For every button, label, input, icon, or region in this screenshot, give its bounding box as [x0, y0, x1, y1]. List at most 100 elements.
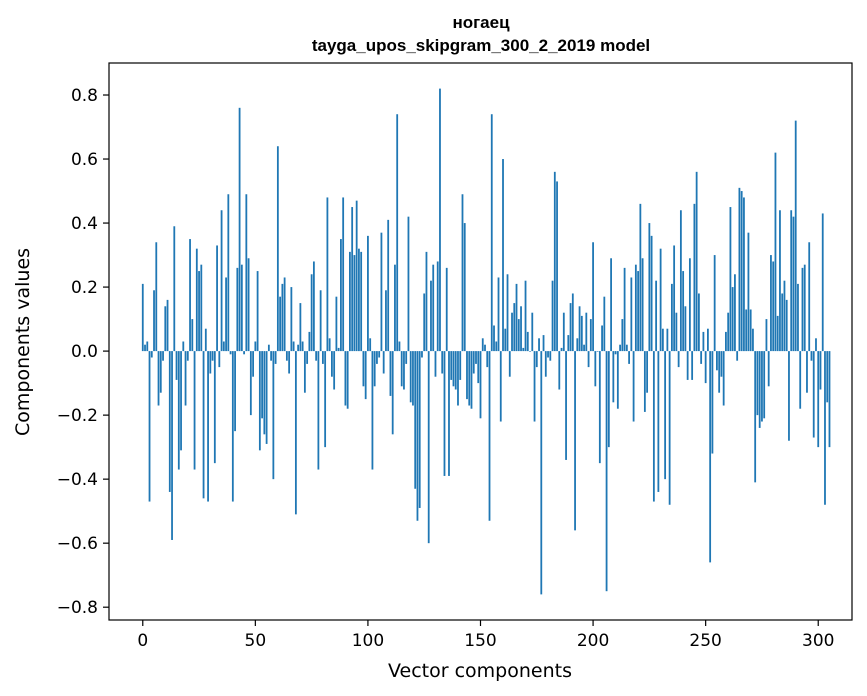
bar: [254, 341, 257, 352]
bar: [443, 351, 446, 476]
bar: [756, 351, 759, 416]
bar: [567, 335, 570, 352]
bar: [628, 351, 630, 364]
bar: [524, 280, 527, 352]
x-tick-label: 300: [802, 631, 834, 651]
bar: [256, 271, 259, 352]
bar: [488, 351, 491, 521]
bar: [270, 351, 273, 361]
bar: [441, 351, 444, 374]
bar: [175, 351, 178, 380]
bar: [828, 351, 831, 448]
bar: [283, 277, 286, 352]
bar: [621, 319, 624, 352]
bar: [371, 351, 374, 470]
bar: [360, 251, 363, 352]
bar: [461, 194, 464, 352]
bar: [418, 351, 421, 508]
bar: [639, 203, 642, 352]
bar: [517, 319, 520, 352]
bar: [587, 351, 590, 368]
bar: [294, 351, 297, 515]
bar: [747, 232, 750, 352]
bar: [657, 351, 660, 492]
bar: [263, 351, 266, 435]
bar: [614, 351, 617, 355]
bar: [249, 351, 252, 416]
bar: [506, 274, 509, 352]
bar: [421, 351, 423, 358]
y-tick-label: 0.2: [71, 278, 98, 298]
bar: [720, 351, 723, 377]
bar: [542, 335, 545, 352]
bar: [299, 303, 302, 352]
bar: [333, 351, 336, 390]
bar: [565, 351, 567, 460]
bar: [661, 328, 664, 352]
bar: [734, 274, 736, 352]
bar: [788, 351, 790, 441]
bar: [193, 351, 196, 470]
bars-group: [141, 88, 831, 595]
bar: [252, 351, 254, 377]
bar: [711, 351, 714, 454]
bar: [369, 338, 372, 352]
bar: [290, 287, 293, 352]
bar: [812, 351, 815, 438]
bar: [319, 290, 322, 352]
bar: [430, 280, 432, 352]
bar: [693, 203, 696, 352]
bar: [797, 283, 799, 352]
bar: [184, 351, 187, 406]
bar: [434, 351, 437, 377]
bar: [335, 296, 338, 352]
bar: [367, 235, 369, 352]
bar: [398, 341, 401, 352]
bar: [688, 258, 691, 352]
bar: [445, 267, 448, 352]
bar: [817, 351, 820, 448]
bar: [497, 277, 500, 352]
bar: [159, 351, 162, 393]
bar: [632, 351, 635, 422]
bar: [792, 216, 795, 352]
bar: [684, 306, 687, 352]
x-tick-label: 100: [352, 631, 384, 651]
chart-subtitle: tayga_upos_skipgram_300_2_2019 model: [312, 36, 650, 55]
y-axis: −0.8 −0.6 −0.4 −0.2 0.0 0.2 0.4 0.6 0.8: [57, 86, 109, 618]
bar: [288, 351, 291, 374]
bar: [481, 338, 484, 352]
bar: [576, 338, 579, 352]
bar: [204, 328, 207, 352]
bar: [551, 280, 554, 352]
bar: [731, 287, 734, 352]
bar: [344, 351, 347, 406]
bar: [605, 351, 608, 592]
bar: [810, 351, 813, 361]
bar: [758, 351, 761, 428]
bar: [198, 271, 200, 352]
bar: [479, 351, 482, 419]
bar: [412, 351, 414, 406]
bar: [416, 351, 419, 521]
bar: [222, 341, 225, 352]
bar: [400, 351, 403, 387]
bar: [630, 277, 633, 352]
bar: [301, 341, 304, 352]
bar: [580, 315, 583, 352]
bar: [267, 344, 270, 352]
bar: [562, 312, 565, 352]
y-tick-label: −0.8: [57, 598, 98, 618]
bar: [670, 283, 673, 352]
chart-title: ногаец: [452, 13, 510, 32]
bar: [686, 351, 689, 380]
bar: [673, 245, 676, 352]
bar: [312, 261, 315, 352]
bar: [779, 210, 781, 352]
bar: [213, 351, 216, 464]
bar: [743, 197, 745, 352]
bar: [261, 351, 263, 419]
bar: [772, 261, 775, 352]
bar: [695, 171, 698, 352]
